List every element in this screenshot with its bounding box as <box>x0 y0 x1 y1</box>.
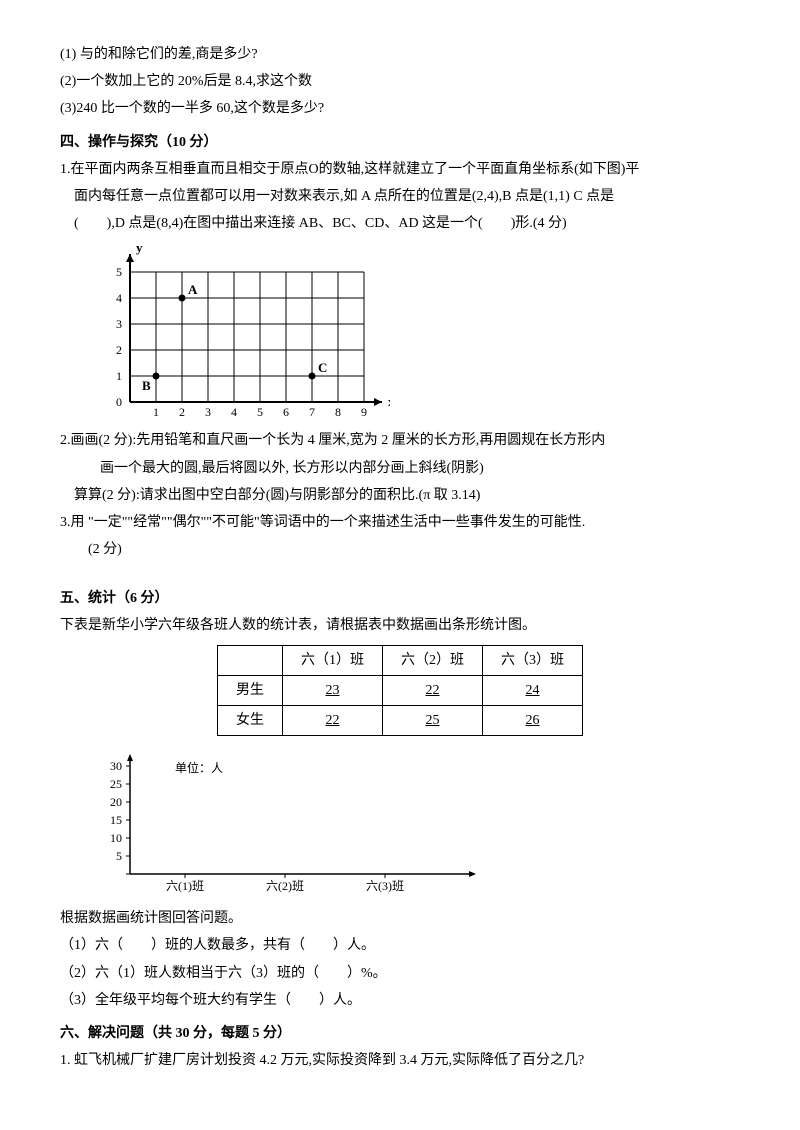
sec5-intro: 下表是新华小学六年级各班人数的统计表，请根据表中数据画出条形统计图。 <box>60 613 740 638</box>
sec5-title: 五、统计（6 分） <box>60 586 740 611</box>
svg-text:六(1)班: 六(1)班 <box>166 879 204 893</box>
svg-text:7: 7 <box>309 405 315 419</box>
cell-v11: 23 <box>283 675 383 705</box>
sec4-q2c: 算算(2 分):请求出图中空白部分(圆)与阴影部分的面积比.(π 取 3.14) <box>74 483 740 508</box>
cell-r2: 女生 <box>218 706 283 736</box>
svg-text:1: 1 <box>116 369 122 383</box>
cell-v12: 22 <box>383 675 483 705</box>
svg-text:30: 30 <box>110 759 122 773</box>
svg-text:25: 25 <box>110 777 122 791</box>
cell-v21: 22 <box>283 706 383 736</box>
cell-blank <box>218 645 283 675</box>
svg-text:单位：人: 单位：人 <box>175 760 223 775</box>
svg-text:6: 6 <box>283 405 289 419</box>
sec4-title: 四、操作与探究（10 分） <box>60 130 740 155</box>
sec5-sq2: （2）六（1）班人数相当于六（3）班的（ ）%。 <box>60 961 740 986</box>
svg-text:六(3)班: 六(3)班 <box>366 879 404 893</box>
svg-text:10: 10 <box>110 831 122 845</box>
svg-text:4: 4 <box>116 291 122 305</box>
table-row: 六（1）班 六（2）班 六（3）班 <box>218 645 583 675</box>
svg-text:9: 9 <box>361 405 367 419</box>
sec4-q3a: 3.用 "一定""经常""偶尔""不可能"等词语中的一个来描述生活中一些事件发生… <box>60 510 740 535</box>
sec4-q3b: (2 分) <box>88 537 740 562</box>
bar-chart-figure: 5 10 15 20 25 30 六(1)班 六(2)班 六(3)班 单位：人 <box>60 744 740 904</box>
svg-text:0: 0 <box>116 395 122 409</box>
cell-c3: 六（3）班 <box>483 645 583 675</box>
sec4-q2a: 2.画画(2 分):先用铅笔和直尺画一个长为 4 厘米,宽为 2 厘米的长方形,… <box>60 428 740 453</box>
coord-svg: 1 2 3 4 5 6 7 8 9 0 1 2 3 4 5 x y A B C <box>90 242 390 422</box>
svg-text:15: 15 <box>110 813 122 827</box>
cell-v13: 24 <box>483 675 583 705</box>
sec4-q1c: ( ),D 点是(8,4)在图中描出来连接 AB、BC、CD、AD 这是一个( … <box>74 211 740 236</box>
svg-text:5: 5 <box>116 849 122 863</box>
q3-2: (2)一个数加上它的 20%后是 8.4,求这个数 <box>60 69 740 94</box>
svg-text:5: 5 <box>116 265 122 279</box>
svg-text:3: 3 <box>116 317 122 331</box>
svg-text:8: 8 <box>335 405 341 419</box>
sec4-q1a: 1.在平面内两条互相垂直而且相交于原点O的数轴,这样就建立了一个平面直角坐标系(… <box>60 157 740 182</box>
svg-text:2: 2 <box>179 405 185 419</box>
svg-text:4: 4 <box>231 405 237 419</box>
table-row: 男生 23 22 24 <box>218 675 583 705</box>
svg-text:六(2)班: 六(2)班 <box>266 879 304 893</box>
sec5-sq3: （3）全年级平均每个班大约有学生（ ）人。 <box>60 988 740 1013</box>
svg-text:20: 20 <box>110 795 122 809</box>
bar-svg: 5 10 15 20 25 30 六(1)班 六(2)班 六(3)班 单位：人 <box>60 744 500 904</box>
sec4-q2b: 画一个最大的圆,最后将圆以外, 长方形以内部分画上斜线(阴影) <box>100 456 740 481</box>
sec6-title: 六、解决问题（共 30 分，每题 5 分） <box>60 1021 740 1046</box>
coord-grid-figure: 1 2 3 4 5 6 7 8 9 0 1 2 3 4 5 x y A B C <box>90 242 740 422</box>
cell-c2: 六（2）班 <box>383 645 483 675</box>
table-row: 女生 22 25 26 <box>218 706 583 736</box>
cell-v23: 26 <box>483 706 583 736</box>
cell-c1: 六（1）班 <box>283 645 383 675</box>
svg-text:y: y <box>136 242 143 255</box>
sec4-q1b: 面内每任意一点位置都可以用一对数来表示,如 A 点所在的位置是(2,4),B 点… <box>74 184 740 209</box>
cell-r1: 男生 <box>218 675 283 705</box>
q3-1: (1) 与的和除它们的差,商是多少? <box>60 42 740 67</box>
sec5-after: 根据数据画统计图回答问题。 <box>60 906 740 931</box>
stats-table: 六（1）班 六（2）班 六（3）班 男生 23 22 24 女生 22 25 2… <box>217 645 583 737</box>
svg-text:B: B <box>142 378 151 393</box>
sec6-q1: 1. 虹飞机械厂扩建厂房计划投资 4.2 万元,实际投资降到 3.4 万元,实际… <box>60 1048 740 1073</box>
svg-text:A: A <box>188 282 198 297</box>
svg-text:x: x <box>388 394 390 409</box>
svg-text:2: 2 <box>116 343 122 357</box>
svg-text:5: 5 <box>257 405 263 419</box>
sec5-sq1: （1）六（ ）班的人数最多，共有（ ）人。 <box>60 933 740 958</box>
svg-text:C: C <box>318 360 327 375</box>
cell-v22: 25 <box>383 706 483 736</box>
svg-text:1: 1 <box>153 405 159 419</box>
q3-3: (3)240 比一个数的一半多 60,这个数是多少? <box>60 96 740 121</box>
svg-text:3: 3 <box>205 405 211 419</box>
